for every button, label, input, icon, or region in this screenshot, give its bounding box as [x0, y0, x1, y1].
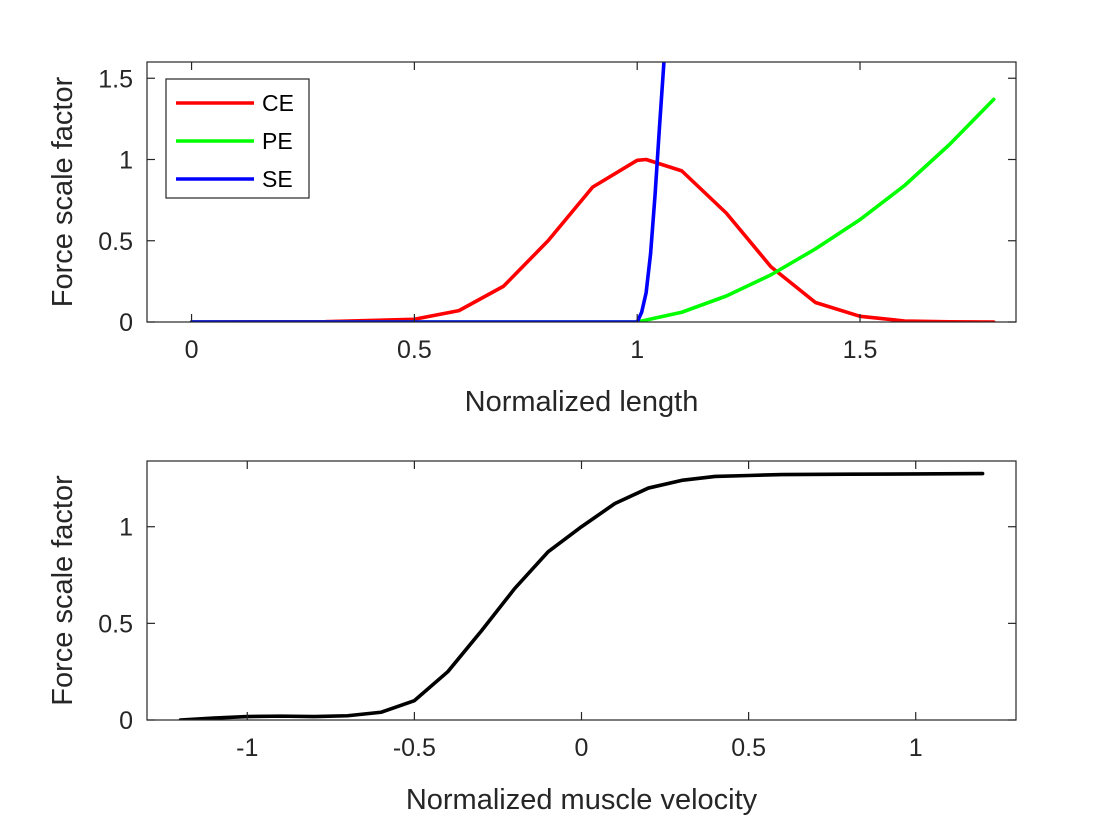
series-line-pe — [189, 97, 996, 322]
x-axis-label: Normalized muscle velocity — [406, 784, 758, 816]
y-tick-label: 0 — [119, 309, 133, 337]
y-axis-label: Force scale factor — [47, 475, 79, 706]
x-tick-label: 0 — [575, 734, 589, 762]
y-tick-label: 0 — [119, 707, 133, 735]
y-tick-label: 1.5 — [98, 65, 133, 93]
x-tick-label: 1 — [909, 734, 923, 762]
top-chart-length: 0 0.5 1 1.5 0 0.5 1 1.5 Normalized length Force s… — [47, 61, 1017, 418]
legend-label-ce: CE — [262, 90, 294, 116]
axes-box — [146, 61, 1017, 323]
x-tick-label: 1 — [630, 336, 644, 364]
legend: CE PE SE — [165, 78, 310, 199]
legend-label-pe: PE — [262, 128, 293, 154]
y-tick-label: 0.5 — [98, 610, 133, 638]
x-tick-label: -0.5 — [393, 734, 436, 762]
x-axis-label: Normalized length — [465, 386, 699, 418]
x-tick-label: 0.5 — [731, 734, 766, 762]
series-line-se — [189, 62, 666, 322]
series-line — [178, 471, 985, 720]
series-line-ce — [189, 157, 996, 322]
bottom-chart-velocity: -1 -0.5 0 0.5 1 0 0.5 1 Normalized muscle veloci… — [47, 460, 1017, 816]
x-tick-label: 1.5 — [843, 336, 878, 364]
legend-label-se: SE — [262, 166, 293, 192]
plot-area — [147, 461, 1016, 720]
x-tick-label: -1 — [236, 734, 258, 762]
x-tick-label: 0.5 — [397, 336, 432, 364]
y-axis-label: Force scale factor — [47, 76, 79, 307]
x-tick-label: 0 — [185, 336, 199, 364]
y-tick-label: 1 — [119, 147, 133, 175]
y-tick-label: 1 — [119, 514, 133, 542]
y-tick-label: 0.5 — [98, 228, 133, 256]
